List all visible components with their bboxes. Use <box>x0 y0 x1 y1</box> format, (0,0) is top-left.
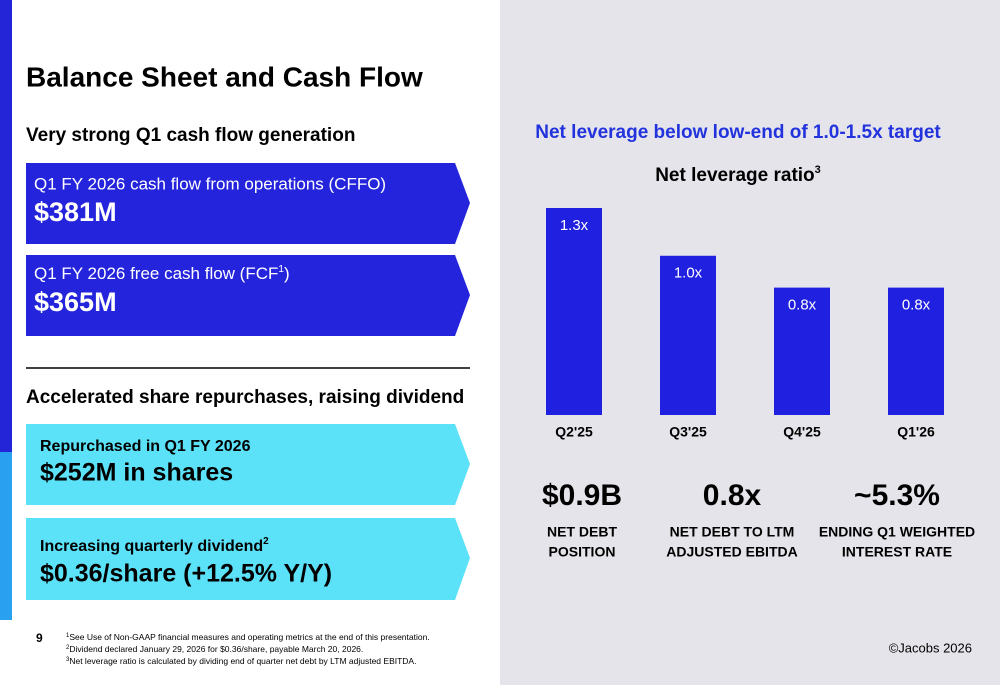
page-number: 9 <box>36 631 43 645</box>
card-label: Repurchased in Q1 FY 2026 <box>40 438 251 455</box>
accent-strip <box>0 0 12 452</box>
card-value: $252M in shares <box>40 459 233 487</box>
footnote: 1See Use of Non-GAAP financial measures … <box>66 632 430 642</box>
section-heading: Very strong Q1 cash flow generation <box>26 125 355 146</box>
kpi-value: ~5.3% <box>854 479 940 512</box>
kpi-label: ADJUSTED EBITDA <box>666 544 797 560</box>
card-label: Q1 FY 2026 free cash flow (FCF1) <box>34 264 290 284</box>
bar <box>888 287 944 415</box>
bar <box>774 287 830 415</box>
kpi-value: 0.8x <box>703 479 762 512</box>
card <box>26 163 470 244</box>
x-tick-label: Q3'25 <box>669 424 707 440</box>
card <box>26 255 470 336</box>
card-label: Q1 FY 2026 cash flow from operations (CF… <box>34 174 386 193</box>
value-label: 1.3x <box>560 217 589 234</box>
kpi-label: NET DEBT <box>547 524 617 540</box>
value-label: 0.8x <box>902 297 931 314</box>
bar <box>546 208 602 415</box>
value-label: 1.0x <box>674 265 703 282</box>
footnote: 2Dividend declared January 29, 2026 for … <box>66 644 363 654</box>
card <box>26 424 470 505</box>
value-label: 0.8x <box>788 297 817 314</box>
chart-title: Net leverage ratio3 <box>655 164 821 186</box>
x-tick-label: Q1'26 <box>897 424 935 440</box>
x-tick-label: Q4'25 <box>783 424 821 440</box>
card-value: $0.36/share (+12.5% Y/Y) <box>40 560 332 588</box>
copyright: ©Jacobs 2026 <box>889 640 972 655</box>
card-value: $381M <box>34 197 117 227</box>
bar <box>660 255 716 415</box>
card-label: Increasing quarterly dividend2 <box>40 536 269 556</box>
right-heading: Net leverage below low-end of 1.0-1.5x t… <box>535 122 941 143</box>
x-tick-label: Q2'25 <box>555 424 593 440</box>
kpi-label: POSITION <box>549 544 616 560</box>
kpi-label: NET DEBT TO LTM <box>670 524 795 540</box>
accent-strip <box>0 452 12 620</box>
slide-title: Balance Sheet and Cash Flow <box>26 61 423 92</box>
kpi-label: INTEREST RATE <box>842 544 952 560</box>
card <box>26 518 470 600</box>
kpi-label: ENDING Q1 WEIGHTED <box>819 524 975 540</box>
kpi-value: $0.9B <box>542 479 622 512</box>
footnote: 3Net leverage ratio is calculated by div… <box>66 656 416 666</box>
card-value: $365M <box>34 287 117 317</box>
section-heading: Accelerated share repurchases, raising d… <box>26 387 464 408</box>
